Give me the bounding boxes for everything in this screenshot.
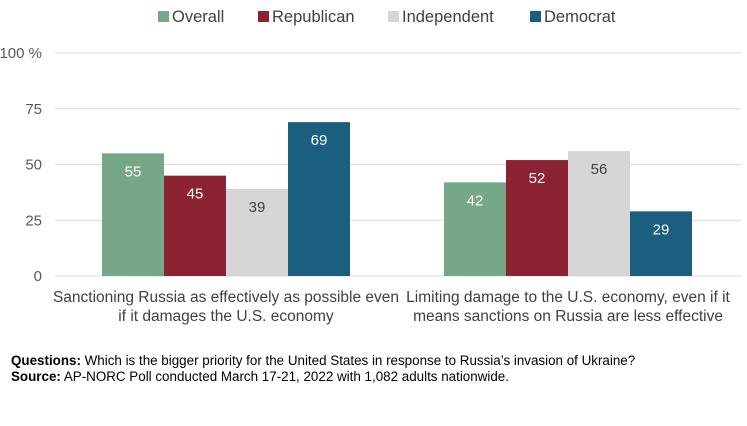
legend-label-democrat: Democrat [544,8,616,26]
bar-republican-1 [164,175,226,276]
bar-democrat-2 [630,211,692,276]
questions-text: Which is the bigger priority for the Uni… [80,353,636,368]
data-label-republican-2: 52 [529,170,546,187]
legend-swatch-independent [388,11,399,22]
questions-note: Questions: Which is the bigger priority … [11,353,736,369]
legend-label-republican: Republican [272,8,355,26]
legend-label-overall: Overall [172,8,224,26]
legend-swatch-republican [258,11,269,22]
legend-swatch-democrat [530,11,541,22]
legend-label-independent: Independent [402,8,494,26]
category-label-1-line-1: Sanctioning Russia as effectively as pos… [53,289,399,306]
y-tick-label-0: 0 [34,268,42,285]
chart-notes: Questions: Which is the bigger priority … [11,353,736,385]
data-label-independent-2: 56 [591,161,608,178]
y-tick-label-75: 75 [25,101,42,118]
bar-overall-1 [102,153,164,276]
category-label-1-line-2: if it damages the U.S. economy [118,308,334,325]
category-label-2-line-1: Limiting damage to the U.S. economy, eve… [406,289,730,306]
legend-swatch-overall [158,11,169,22]
source-note: Source: AP-NORC Poll conducted March 17-… [11,369,736,385]
bar-chart: 0 25 50 75 100 % 55 45 39 69 Sanctioning Russia a… [0,8,741,325]
source-label: Source: [11,369,61,384]
data-label-independent-1: 39 [249,199,266,216]
y-tick-label-50: 50 [25,157,42,174]
questions-label: Questions: [11,353,81,368]
bar-republican-2 [506,160,568,276]
bar-overall-2 [444,182,506,276]
bar-independent-2 [568,151,630,276]
bar-independent-1 [226,189,288,276]
category-label-2-line-2: means sanctions on Russia are less effec… [413,308,723,325]
data-label-democrat-1: 69 [311,132,328,149]
y-tick-label-25: 25 [25,212,42,229]
data-label-overall-1: 55 [125,163,142,180]
source-text: AP-NORC Poll conducted March 17-21, 2022… [60,369,509,384]
data-label-democrat-2: 29 [653,221,670,238]
y-tick-label-100: 100 % [0,45,42,62]
data-label-republican-1: 45 [187,186,204,203]
data-label-overall-2: 42 [467,192,484,209]
bar-democrat-1 [288,122,350,276]
